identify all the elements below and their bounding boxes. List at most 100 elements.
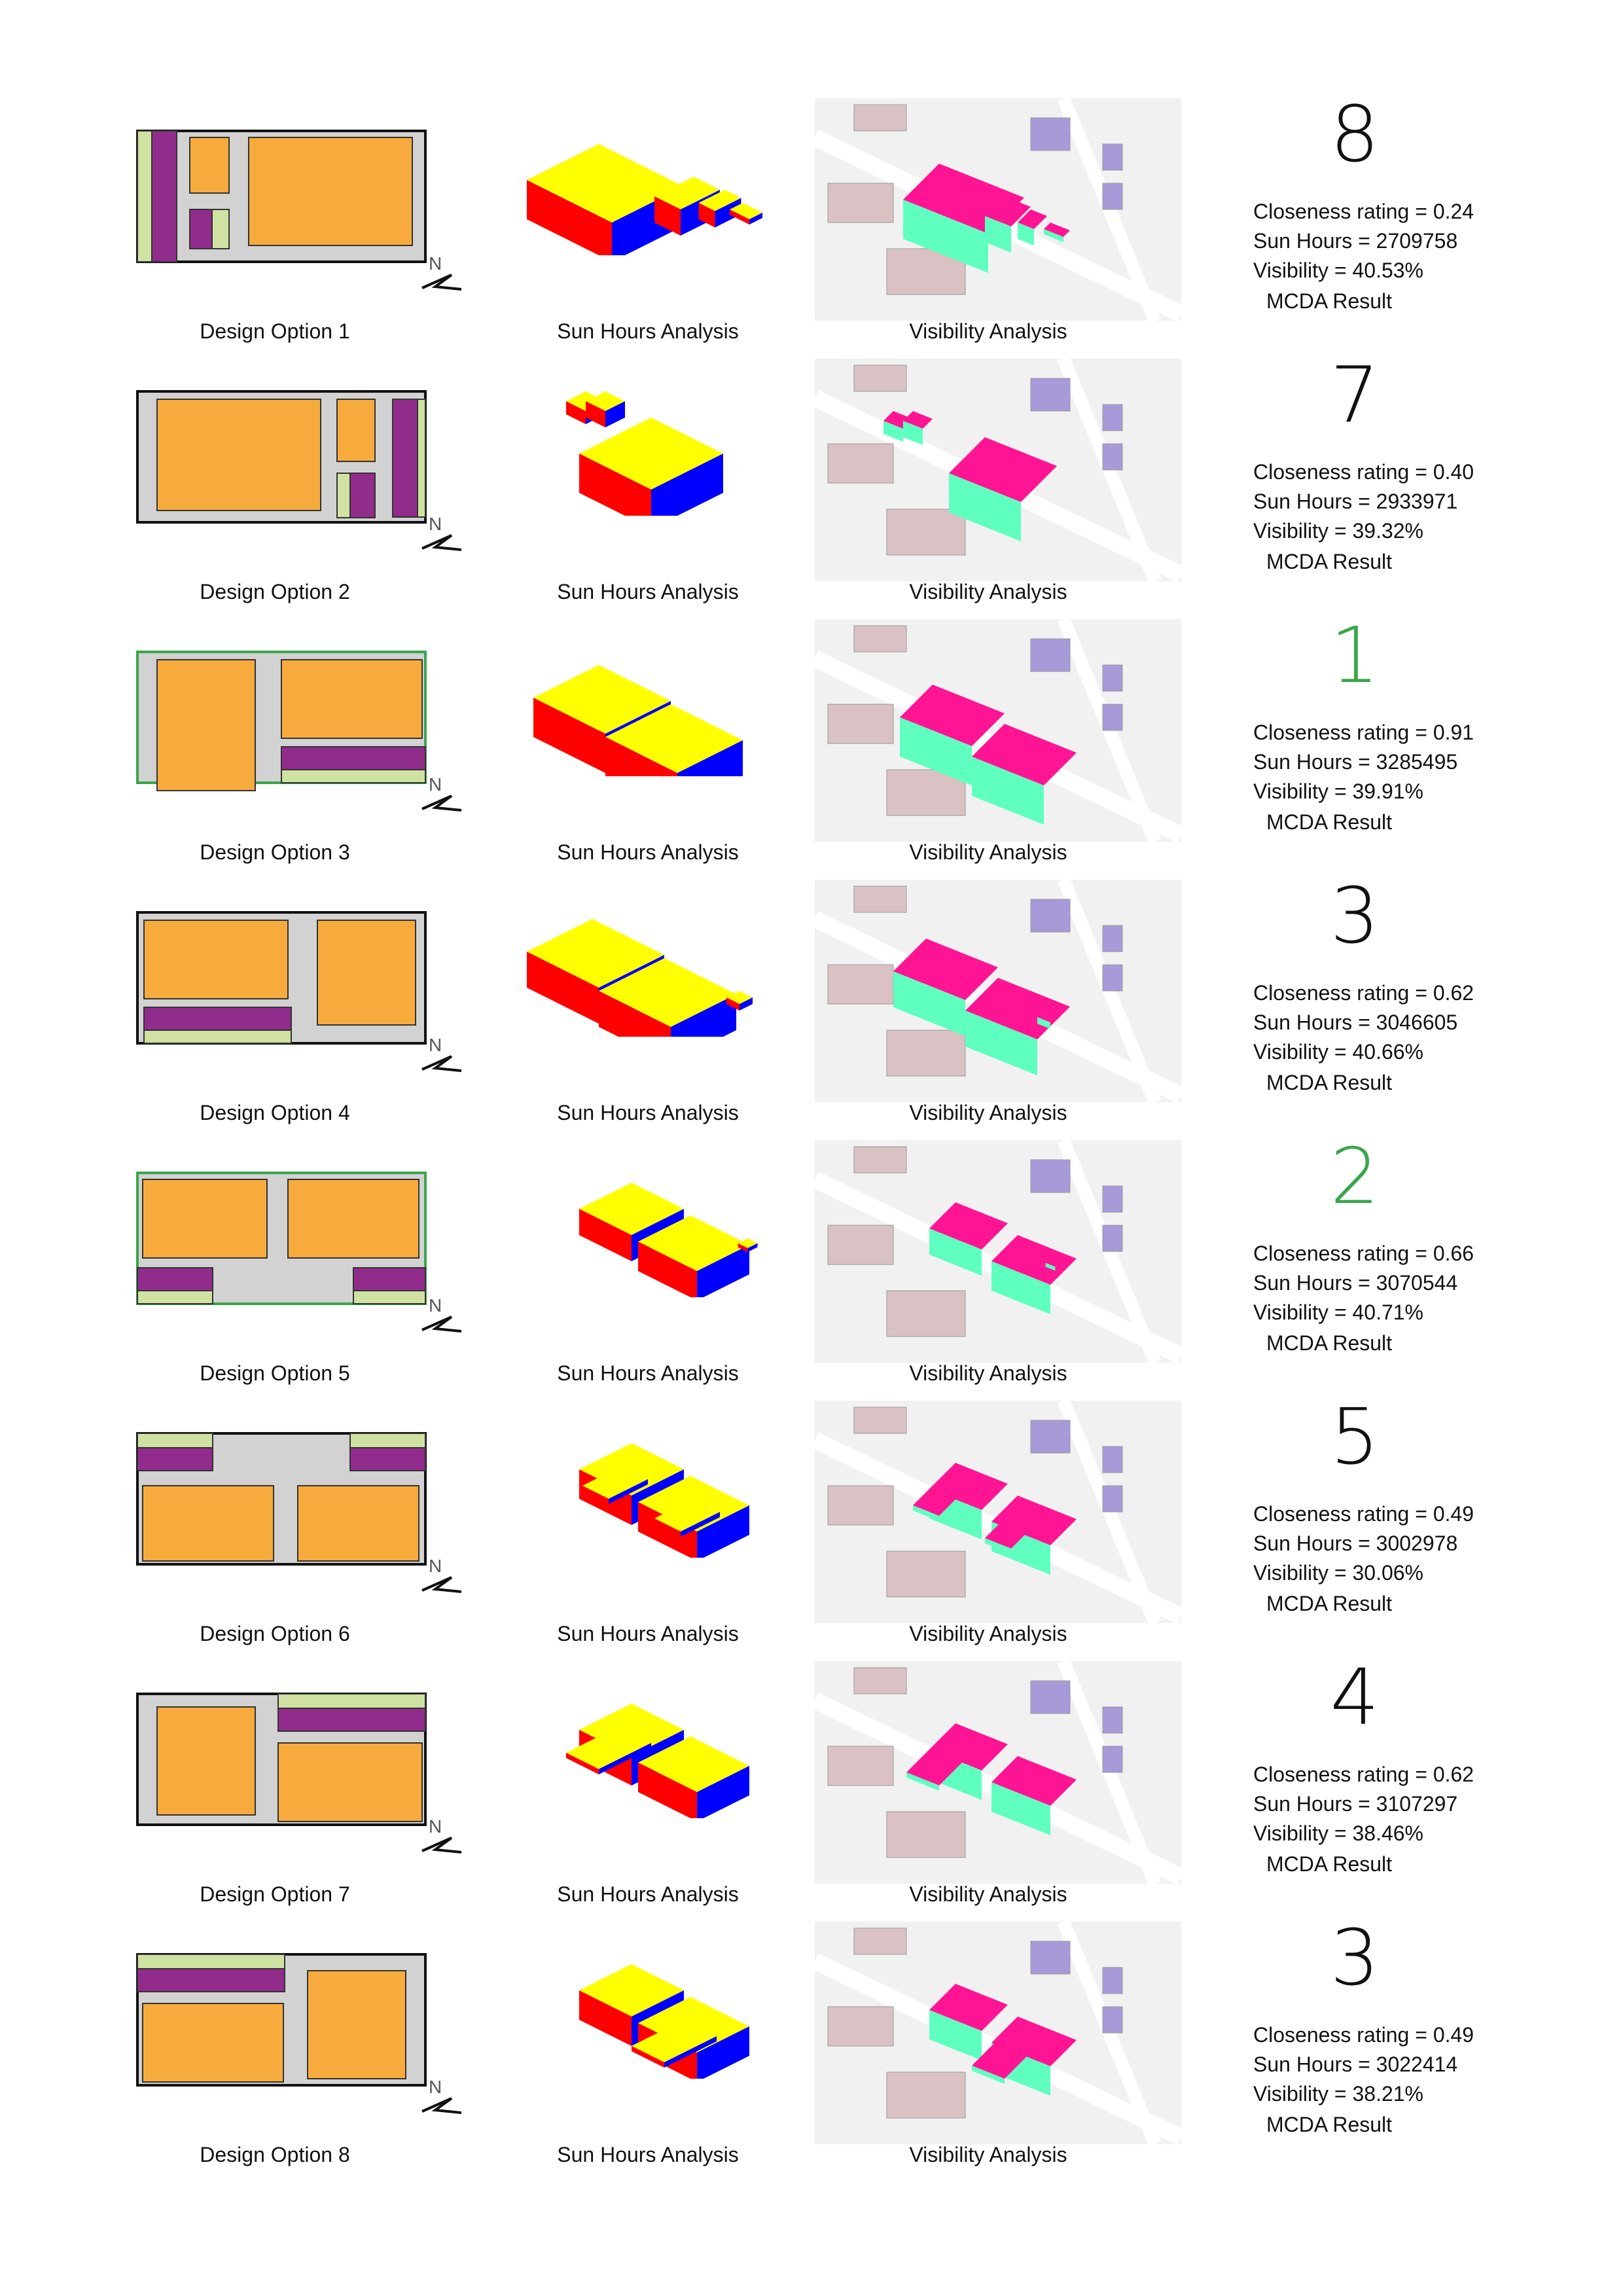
closeness-rating: Closeness rating = 0.24 <box>1253 200 1474 223</box>
mcda-rank: 5 <box>1330 1391 1380 1482</box>
site-plan: N <box>136 1693 462 1854</box>
mcda-result-label: MCDA Result <box>1266 1592 1393 1615</box>
visibility-caption: Visibility Analysis <box>909 1622 1067 1645</box>
visibility-panel <box>811 617 1185 844</box>
design-option-row: N Design Option 8 Sun Hours Analysis Visibi… <box>0 1912 1623 2183</box>
mcda-result-label: MCDA Result <box>1266 1852 1393 1876</box>
north-label: N <box>429 774 442 795</box>
sun-hours-caption: Sun Hours Analysis <box>557 319 739 343</box>
mcda-rank: 8 <box>1330 89 1380 179</box>
sun-hours-caption: Sun Hours Analysis <box>557 1622 739 1645</box>
site-plan: N <box>136 1432 462 1593</box>
north-label: N <box>429 253 442 274</box>
north-label: N <box>429 1035 442 1055</box>
north-arrow-icon <box>421 274 462 291</box>
design-option-row: N Design Option 2 Sun Hours Analysis Visibi… <box>0 350 1623 620</box>
design-option-row: N Design Option 5 Sun Hours Analysis Visibi… <box>0 1131 1623 1402</box>
sun-hours-caption: Sun Hours Analysis <box>557 840 739 864</box>
visibility-caption: Visibility Analysis <box>909 1101 1067 1124</box>
sun-hours-caption: Sun Hours Analysis <box>557 1361 739 1385</box>
visibility-panel <box>811 1138 1185 1365</box>
design-option-caption: Design Option 4 <box>200 1101 350 1124</box>
mcda-rank: 1 <box>1330 610 1380 700</box>
sun-panel <box>517 1674 766 1821</box>
sun-hours-value: Sun Hours = 3285495 <box>1253 750 1458 774</box>
visibility-value: Visibility = 40.53% <box>1253 259 1423 282</box>
closeness-rating: Closeness rating = 0.62 <box>1253 981 1474 1005</box>
mcda-result-label: MCDA Result <box>1266 1071 1393 1094</box>
visibility-value: Visibility = 40.71% <box>1253 1300 1423 1324</box>
mcda-result-label: MCDA Result <box>1266 550 1393 573</box>
visibility-render <box>811 1138 1185 1365</box>
mcda-rank: 3 <box>1330 1912 1380 2003</box>
north-arrow-icon <box>421 795 462 812</box>
design-option-row: N Design Option 4 Sun Hours Analysis Visibi… <box>0 870 1623 1141</box>
closeness-rating: Closeness rating = 0.62 <box>1253 1763 1474 1786</box>
sun-hours-caption: Sun Hours Analysis <box>557 1101 739 1124</box>
sun-hours-caption: Sun Hours Analysis <box>557 2143 739 2166</box>
mcda-rank: 4 <box>1330 1652 1380 1742</box>
visibility-caption: Visibility Analysis <box>909 1882 1067 1906</box>
sun-hours-value: Sun Hours = 3107297 <box>1253 1792 1458 1816</box>
sun-panel <box>517 372 766 529</box>
sun-hours-value: Sun Hours = 3022414 <box>1253 2053 1458 2076</box>
sun-hours-massing <box>533 665 743 812</box>
sun-panel <box>517 1153 766 1300</box>
visibility-render <box>811 356 1185 584</box>
mcda-rank: 7 <box>1330 350 1380 440</box>
north-arrow-icon <box>421 2097 462 2114</box>
plan-panel: N <box>124 1140 465 1336</box>
sun-panel <box>517 1414 766 1561</box>
sun-panel <box>517 893 766 1063</box>
visibility-render <box>811 1659 1185 1886</box>
sun-hours-massing <box>579 1183 758 1300</box>
visibility-value: Visibility = 38.46% <box>1253 1821 1423 1845</box>
design-option-caption: Design Option 1 <box>200 319 350 343</box>
visibility-render <box>811 877 1185 1105</box>
north-label: N <box>429 1556 442 1576</box>
plan-panel: N <box>124 880 465 1076</box>
visibility-panel <box>811 877 1185 1105</box>
north-label: N <box>429 514 442 534</box>
site-plan: N <box>136 1953 462 2114</box>
plan-panel: N <box>124 98 465 295</box>
sun-panel <box>517 1935 766 2082</box>
visibility-value: Visibility = 38.21% <box>1253 2082 1423 2106</box>
north-label: N <box>429 2077 442 2097</box>
north-arrow-icon <box>421 1316 462 1333</box>
mcda-rank: 2 <box>1330 1131 1380 1221</box>
sun-hours-value: Sun Hours = 3070544 <box>1253 1271 1458 1295</box>
visibility-render <box>811 96 1185 323</box>
visibility-caption: Visibility Analysis <box>909 580 1067 603</box>
closeness-rating: Closeness rating = 0.40 <box>1253 460 1474 484</box>
site-plan: N <box>136 1172 462 1333</box>
visibility-value: Visibility = 30.06% <box>1253 1561 1423 1585</box>
closeness-rating: Closeness rating = 0.91 <box>1253 721 1474 744</box>
visibility-render <box>811 1398 1185 1626</box>
visibility-caption: Visibility Analysis <box>909 2143 1067 2166</box>
visibility-panel <box>811 1398 1185 1626</box>
mcda-result-label: MCDA Result <box>1266 810 1393 834</box>
sun-panel <box>517 111 766 262</box>
north-arrow-icon <box>421 534 462 551</box>
visibility-value: Visibility = 39.32% <box>1253 519 1423 543</box>
sun-hours-massing <box>566 391 723 529</box>
sun-hours-value: Sun Hours = 3046605 <box>1253 1011 1458 1034</box>
mcda-rank: 3 <box>1330 870 1380 961</box>
plan-panel: N <box>124 359 465 555</box>
north-arrow-icon <box>421 1837 462 1854</box>
visibility-value: Visibility = 39.91% <box>1253 780 1423 803</box>
north-arrow-icon <box>421 1576 462 1593</box>
design-option-row: N Design Option 1 Sun Hours Analysis Visibi… <box>0 89 1623 360</box>
sun-hours-massing <box>579 1964 749 2082</box>
plan-panel: N <box>124 1661 465 1857</box>
sun-hours-caption: Sun Hours Analysis <box>557 580 739 603</box>
site-plan: N <box>136 651 462 812</box>
site-plan: N <box>136 130 462 291</box>
closeness-rating: Closeness rating = 0.49 <box>1253 2023 1474 2047</box>
visibility-caption: Visibility Analysis <box>909 1361 1067 1385</box>
sun-panel <box>517 632 766 812</box>
mcda-result-label: MCDA Result <box>1266 1331 1393 1355</box>
visibility-caption: Visibility Analysis <box>909 840 1067 864</box>
sun-hours-massing <box>579 1443 749 1561</box>
